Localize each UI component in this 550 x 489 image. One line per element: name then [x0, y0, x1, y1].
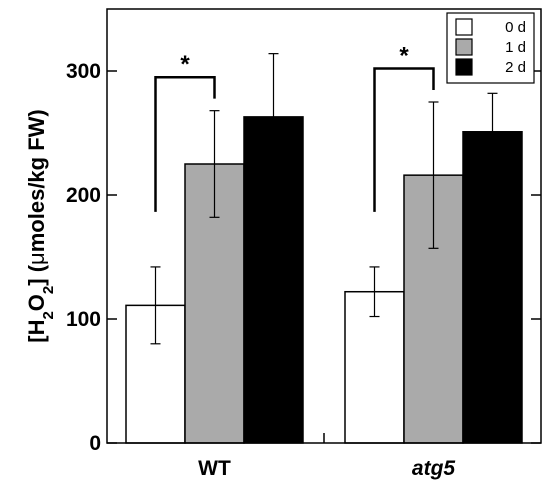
- y-tick-label: 100: [66, 308, 101, 331]
- y-tick-label: 200: [66, 184, 101, 207]
- legend-label-1d: 1 d: [505, 39, 526, 56]
- y-tick-label: 300: [66, 60, 101, 83]
- legend-label-0d: 0 d: [505, 19, 526, 36]
- error-bars-layer: [150, 53, 498, 345]
- axes-layer: [106, 8, 542, 444]
- legend-label-2d: 2 d: [505, 59, 526, 76]
- legend-swatch-2d: [455, 58, 473, 76]
- bar-atg5-2d: [462, 131, 523, 444]
- y-tick-label: 0: [89, 432, 101, 455]
- legend: 0 d 1 d 2 d: [446, 12, 535, 84]
- y-axis-label: [H2O2] (μmoles/kg FW): [24, 109, 57, 343]
- significance-bracket-wt: [154, 75, 216, 212]
- legend-swatch-1d: [455, 38, 473, 56]
- significance-star-atg5: *: [399, 43, 409, 70]
- x-category-label-wt: WT: [198, 457, 231, 480]
- significance-bracket-atg5: [373, 67, 435, 212]
- significance-star-wt: *: [180, 51, 190, 78]
- legend-swatch-0d: [455, 18, 473, 36]
- labels-layer: 0 100 200 300 WT atg5 [H2O2] (μmoles/kg FW): [24, 60, 455, 480]
- significance-layer: * *: [154, 43, 435, 212]
- bars-layer: [125, 116, 523, 444]
- x-category-label-atg5: atg5: [412, 457, 456, 480]
